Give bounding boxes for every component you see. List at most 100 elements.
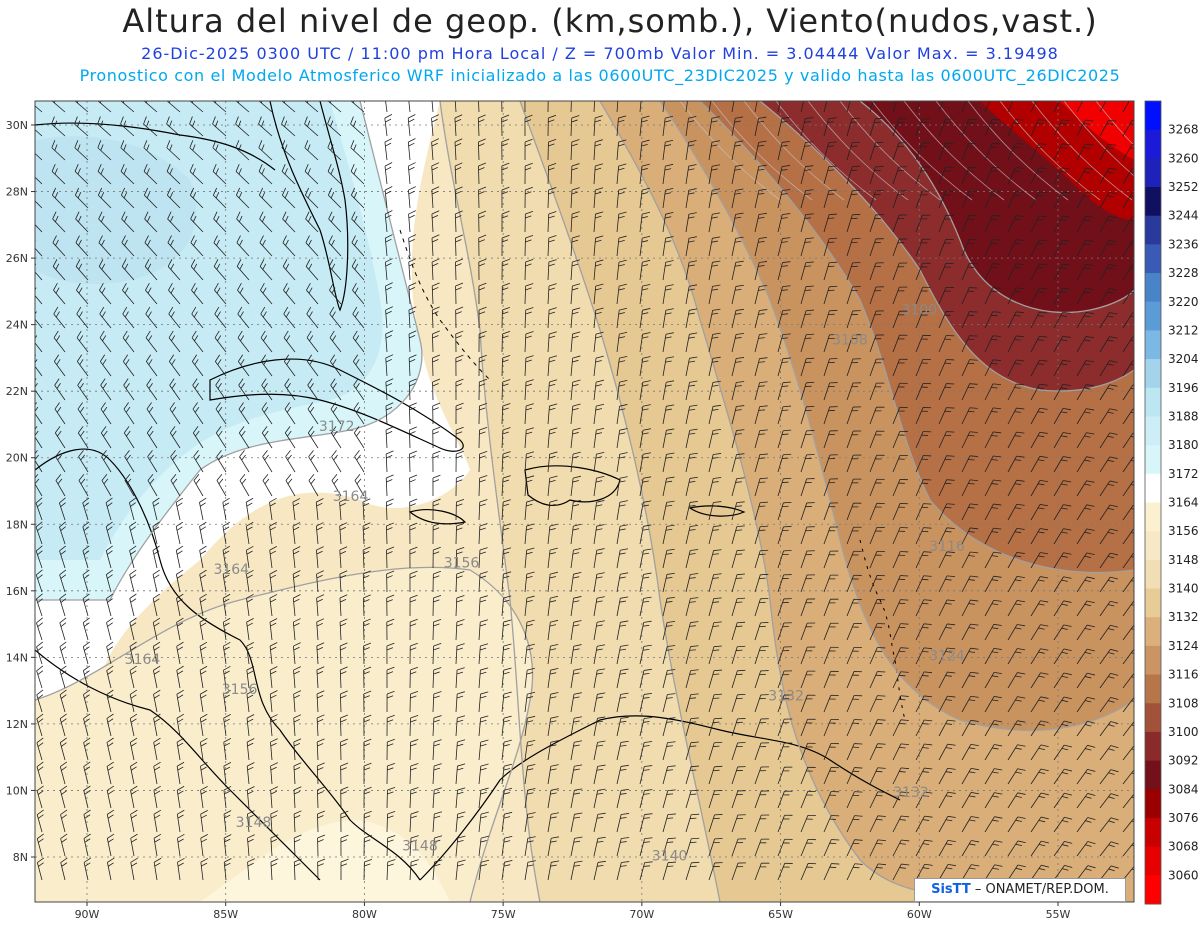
wind-barb [455, 450, 464, 473]
wind-barb [547, 403, 558, 425]
wind-barb [1030, 816, 1049, 833]
wind-barb [777, 189, 791, 209]
wind-barb [1099, 143, 1117, 161]
wind-barb [892, 743, 909, 761]
wind-barb [593, 788, 606, 809]
wind-barb [237, 283, 250, 305]
wind-barb [455, 258, 464, 281]
colorbar-swatch [1145, 301, 1161, 331]
wind-barb [846, 213, 861, 233]
wind-barb [152, 545, 160, 569]
wind-barb [662, 115, 674, 137]
wind-barb [363, 642, 372, 665]
wind-barb [386, 546, 395, 569]
wind-barb [846, 502, 862, 521]
wind-barb [431, 258, 440, 281]
wind-barb [1030, 143, 1047, 161]
wind-barb [36, 833, 44, 857]
wind-barb [639, 717, 653, 737]
wind-barb [77, 402, 89, 425]
wind-barb [846, 430, 862, 449]
wind-barb [662, 163, 674, 185]
wind-barb [984, 816, 1003, 833]
wind-barb [869, 262, 884, 281]
wind-barb [892, 310, 908, 329]
wind-barb [340, 762, 349, 785]
wind-barb [408, 378, 417, 401]
wind-barb [777, 598, 792, 617]
credit-org: – ONAMET/REP.DOM. [974, 882, 1109, 897]
wind-barb [305, 211, 319, 233]
wind-barb [293, 738, 302, 761]
wind-barb [846, 671, 863, 689]
wind-barb [304, 187, 319, 209]
wind-barb [478, 667, 489, 689]
wind-barb [258, 163, 273, 185]
wind-barb [153, 857, 162, 881]
wind-barb [570, 644, 582, 665]
wind-barb [130, 809, 138, 833]
wind-barb [524, 114, 533, 137]
wind-barb [731, 236, 744, 257]
wind-barb [823, 815, 840, 833]
wind-barb [662, 669, 676, 689]
wind-barb [777, 718, 793, 737]
wind-barb [593, 644, 606, 665]
wind-barb [570, 692, 582, 713]
wind-barb [293, 834, 302, 857]
wind-barb [121, 235, 135, 257]
wind-barb [915, 575, 932, 593]
wind-barb [708, 101, 712, 113]
wind-barb [708, 765, 723, 785]
wind-barb [1053, 840, 1073, 857]
wind-barb [386, 738, 395, 761]
wind-barb [478, 258, 487, 281]
wind-barb [662, 284, 674, 305]
colorbar-swatch [1145, 674, 1161, 704]
wind-barb [892, 527, 909, 545]
wind-barb [123, 402, 135, 425]
wind-barb [199, 497, 207, 521]
wind-barb [222, 593, 231, 617]
wind-barb [915, 431, 932, 449]
contour-label: 3108 [832, 333, 868, 349]
wind-barb [1076, 263, 1094, 281]
wind-barb [408, 402, 417, 425]
wind-barb [823, 742, 839, 761]
wind-barb [616, 813, 630, 833]
wind-barb [685, 284, 698, 305]
wind-barb [639, 428, 651, 449]
wind-barb [869, 238, 884, 257]
wind-barb [191, 330, 204, 353]
wind-barb [1076, 576, 1095, 593]
wind-barb [238, 354, 250, 377]
wind-barb [570, 860, 583, 881]
wind-barb [593, 307, 604, 329]
wind-barb [74, 116, 89, 137]
wind-barb [915, 719, 933, 737]
wind-barb [708, 525, 722, 545]
wind-barb [938, 695, 956, 713]
wind-barb [129, 737, 138, 761]
colorbar-label: 3220 [1168, 295, 1199, 309]
wind-barb [327, 140, 342, 161]
contour-label: 3140 [652, 848, 688, 864]
wind-barb [938, 719, 956, 737]
colorbar-swatch [1145, 187, 1161, 217]
wind-barb [754, 381, 768, 401]
wind-barb [123, 378, 135, 401]
wind-barb [1030, 648, 1049, 665]
wind-barb [685, 741, 699, 761]
wind-barb [1053, 167, 1071, 185]
wind-barb [83, 737, 91, 761]
wind-barb [339, 642, 348, 665]
lat-label: 22N [6, 385, 28, 398]
wind-barb [97, 163, 112, 185]
wind-barb [731, 357, 745, 377]
wind-barb [869, 767, 886, 785]
wind-barb [293, 810, 302, 833]
wind-barb [432, 450, 441, 473]
wind-barb [800, 790, 816, 809]
wind-barb [282, 259, 296, 281]
wind-barb [892, 839, 910, 857]
